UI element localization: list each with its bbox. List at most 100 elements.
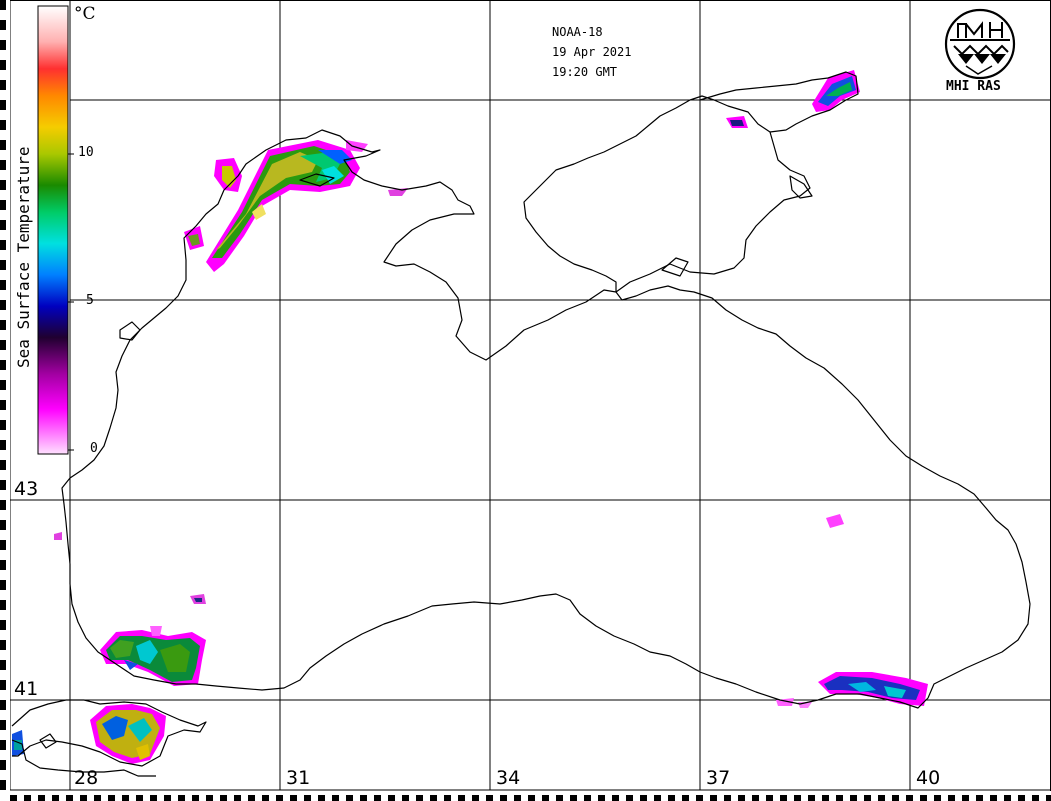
longitude-ruler: [10, 795, 1051, 801]
legend-unit: °C: [74, 4, 96, 24]
ruler-segment: [0, 360, 6, 370]
ruler-segment: [654, 795, 661, 801]
ruler-segment: [52, 795, 59, 801]
ruler-segment: [38, 795, 45, 801]
ruler-segment: [892, 795, 899, 801]
ruler-segment: [0, 480, 6, 490]
ruler-segment: [514, 795, 521, 801]
legend-tick-10: 10: [78, 145, 94, 160]
ruler-segment: [360, 795, 367, 801]
ruler-segment: [948, 795, 955, 801]
ruler-segment: [696, 795, 703, 801]
ruler-segment: [66, 795, 73, 801]
ruler-segment: [0, 640, 6, 650]
ruler-segment: [444, 795, 451, 801]
ruler-segment: [808, 795, 815, 801]
ruler-segment: [570, 795, 577, 801]
ruler-segment: [0, 780, 6, 790]
ruler-segment: [0, 620, 6, 630]
logo-label: MHI RAS: [946, 79, 1001, 94]
legend-title: Sea Surface Temperature: [14, 146, 33, 368]
sst-patch-turkey-east: [54, 514, 928, 708]
ruler-segment: [710, 795, 717, 801]
ruler-segment: [332, 795, 339, 801]
ruler-segment: [668, 795, 675, 801]
ruler-segment: [318, 795, 325, 801]
ruler-segment: [794, 795, 801, 801]
sst-patch-northwest-shelf: [184, 140, 408, 272]
ruler-segment: [416, 795, 423, 801]
satellite-name: NOAA-18: [552, 25, 603, 39]
sst-patch-turkey-west: [100, 594, 206, 686]
graticule: [10, 0, 1051, 790]
longitude-label-31: 31: [286, 767, 311, 789]
ruler-segment: [0, 0, 6, 10]
ruler-segment: [780, 795, 787, 801]
ruler-segment: [0, 540, 6, 550]
ruler-segment: [304, 795, 311, 801]
azov-north-coast: [699, 71, 859, 133]
ruler-segment: [864, 795, 871, 801]
ruler-segment: [500, 795, 507, 801]
ruler-segment: [80, 795, 87, 801]
ruler-segment: [738, 795, 745, 801]
sst-patch-azov: [726, 70, 860, 128]
azov-coastline: [523, 95, 811, 293]
ruler-segment: [0, 100, 6, 110]
ruler-segment: [612, 795, 619, 801]
ruler-segment: [556, 795, 563, 801]
ruler-segment: [388, 795, 395, 801]
ruler-segment: [0, 200, 6, 210]
ruler-segment: [0, 260, 6, 270]
ruler-segment: [122, 795, 129, 801]
ruler-segment: [0, 320, 6, 330]
acquisition-time: 19:20 GMT: [552, 65, 618, 79]
ruler-segment: [290, 795, 297, 801]
ruler-segment: [0, 600, 6, 610]
ruler-segment: [0, 500, 6, 510]
ruler-segment: [248, 795, 255, 801]
ruler-segment: [766, 795, 773, 801]
aegean-coast: [11, 739, 156, 777]
sst-patch-marmara: [12, 704, 166, 764]
ruler-segment: [878, 795, 885, 801]
ruler-segment: [0, 720, 6, 730]
danube-delta: [119, 321, 141, 341]
ruler-segment: [0, 740, 6, 750]
ruler-segment: [192, 795, 199, 801]
black-sea-coastline: [61, 129, 1031, 709]
ruler-segment: [262, 795, 269, 801]
ruler-segment: [220, 795, 227, 801]
longitude-label-28: 28: [74, 767, 99, 789]
ruler-segment: [458, 795, 465, 801]
latitude-label-41: 41: [14, 678, 39, 700]
ruler-segment: [0, 60, 6, 70]
ruler-segment: [626, 795, 633, 801]
latitude-ruler: [0, 0, 6, 790]
ruler-segment: [0, 180, 6, 190]
ruler-segment: [724, 795, 731, 801]
ruler-segment: [0, 400, 6, 410]
sst-patches: [12, 70, 928, 764]
ruler-segment: [374, 795, 381, 801]
longitude-label-40: 40: [916, 767, 941, 789]
ruler-segment: [164, 795, 171, 801]
ruler-segment: [0, 380, 6, 390]
ruler-segment: [0, 20, 6, 30]
ruler-segment: [0, 560, 6, 570]
mhi-ras-logo-icon: [944, 8, 1016, 80]
ruler-segment: [1046, 795, 1051, 801]
ruler-segment: [850, 795, 857, 801]
ruler-segment: [472, 795, 479, 801]
ruler-segment: [906, 795, 913, 801]
legend-tick-0: 0: [90, 441, 98, 456]
ruler-segment: [0, 760, 6, 770]
ruler-segment: [0, 120, 6, 130]
ruler-segment: [0, 700, 6, 710]
latitude-label-43: 43: [14, 478, 39, 500]
ruler-segment: [0, 220, 6, 230]
ruler-segment: [24, 795, 31, 801]
ruler-segment: [178, 795, 185, 801]
ruler-segment: [0, 300, 6, 310]
